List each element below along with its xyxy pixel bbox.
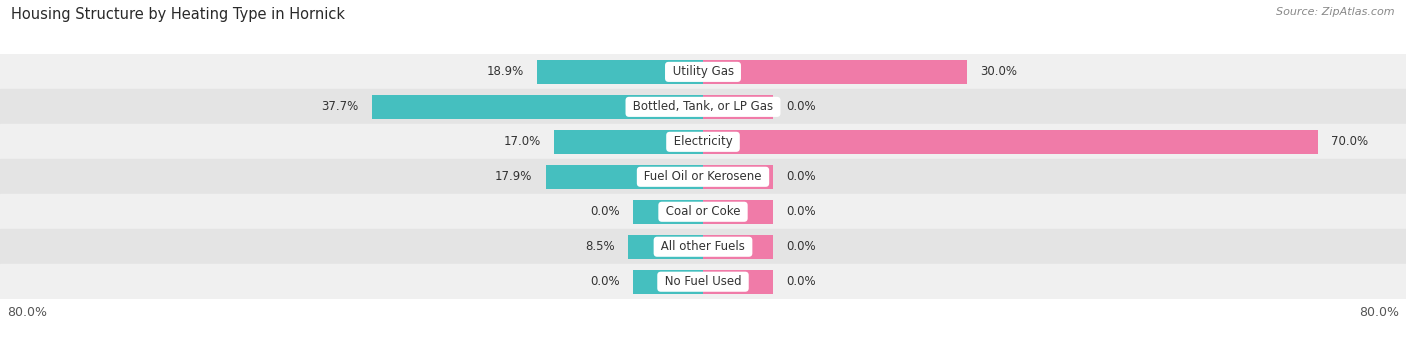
Text: 70.0%: 70.0% xyxy=(1331,135,1368,148)
Bar xyxy=(0,194,1406,229)
Bar xyxy=(0,159,1406,194)
Text: 30.0%: 30.0% xyxy=(980,65,1017,79)
Text: Source: ZipAtlas.com: Source: ZipAtlas.com xyxy=(1277,7,1395,17)
Text: 17.9%: 17.9% xyxy=(495,170,533,183)
Text: 0.0%: 0.0% xyxy=(591,275,620,288)
Text: 0.0%: 0.0% xyxy=(786,205,815,218)
Bar xyxy=(703,200,773,224)
Text: Bottled, Tank, or LP Gas: Bottled, Tank, or LP Gas xyxy=(628,100,778,113)
Text: All other Fuels: All other Fuels xyxy=(657,240,749,253)
Text: 80.0%: 80.0% xyxy=(1360,306,1399,319)
Bar xyxy=(554,130,703,154)
Text: 17.0%: 17.0% xyxy=(503,135,540,148)
Bar xyxy=(703,95,773,119)
Bar xyxy=(703,60,967,84)
Text: 0.0%: 0.0% xyxy=(786,240,815,253)
Bar xyxy=(703,130,1319,154)
Text: No Fuel Used: No Fuel Used xyxy=(661,275,745,288)
Text: 8.5%: 8.5% xyxy=(585,240,616,253)
Bar xyxy=(0,264,1406,299)
Bar xyxy=(633,200,703,224)
Text: 37.7%: 37.7% xyxy=(322,100,359,113)
Bar xyxy=(633,270,703,294)
Text: Utility Gas: Utility Gas xyxy=(669,65,737,79)
Text: 80.0%: 80.0% xyxy=(7,306,46,319)
Text: 0.0%: 0.0% xyxy=(786,170,815,183)
Bar xyxy=(371,95,703,119)
Text: Coal or Coke: Coal or Coke xyxy=(662,205,744,218)
Bar xyxy=(0,54,1406,89)
Text: Electricity: Electricity xyxy=(669,135,737,148)
Text: 18.9%: 18.9% xyxy=(486,65,524,79)
Bar xyxy=(546,165,703,189)
Text: Housing Structure by Heating Type in Hornick: Housing Structure by Heating Type in Hor… xyxy=(11,7,346,22)
Text: 0.0%: 0.0% xyxy=(591,205,620,218)
Bar xyxy=(0,124,1406,159)
Text: 0.0%: 0.0% xyxy=(786,100,815,113)
Bar xyxy=(537,60,703,84)
Bar xyxy=(0,89,1406,124)
Text: Fuel Oil or Kerosene: Fuel Oil or Kerosene xyxy=(640,170,766,183)
Bar xyxy=(703,165,773,189)
Bar xyxy=(703,270,773,294)
Bar xyxy=(703,235,773,259)
Text: 0.0%: 0.0% xyxy=(786,275,815,288)
Bar xyxy=(0,229,1406,264)
Bar xyxy=(628,235,703,259)
